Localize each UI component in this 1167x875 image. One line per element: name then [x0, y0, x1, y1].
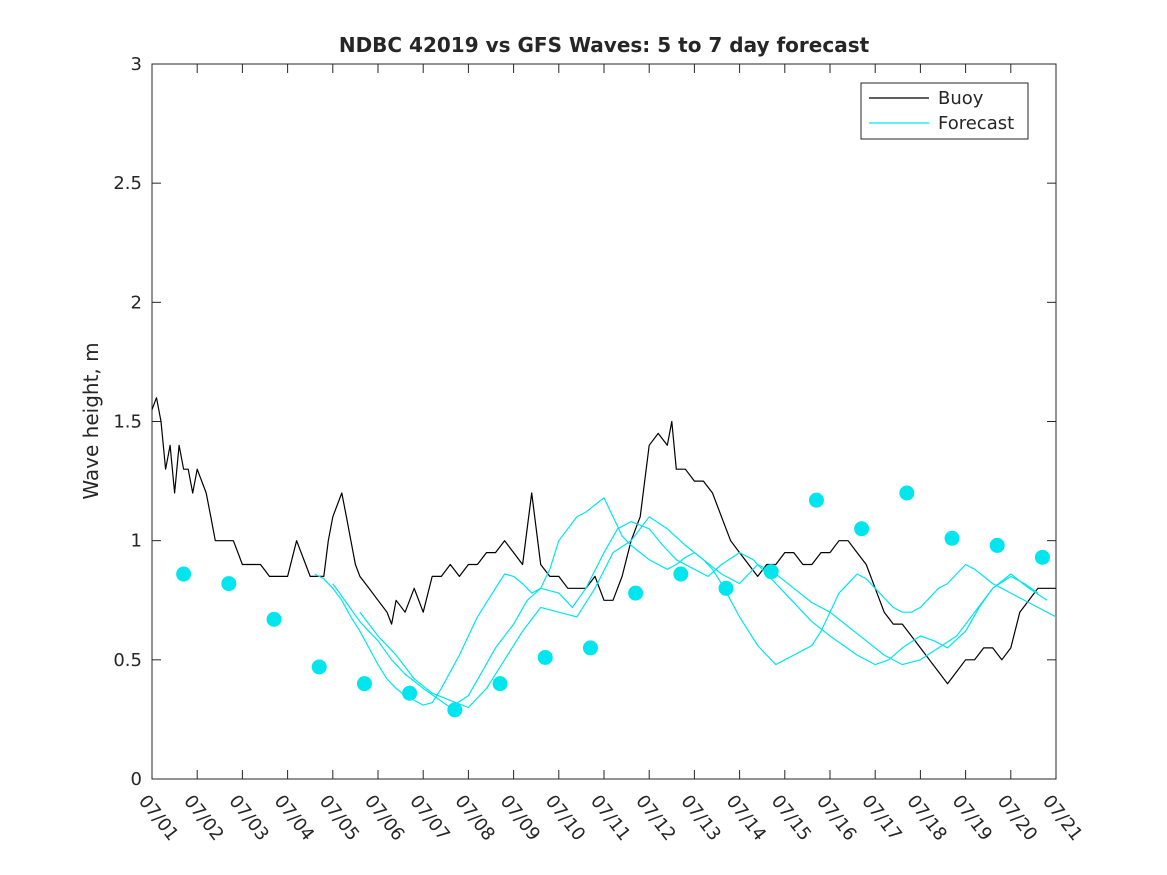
forecast-marker — [176, 566, 192, 582]
forecast-marker — [311, 659, 327, 675]
forecast-marker — [402, 685, 418, 701]
y-tick-label: 3 — [131, 54, 142, 75]
forecast-marker — [989, 537, 1005, 553]
forecast-marker — [808, 492, 824, 508]
forecast-marker — [447, 702, 463, 718]
forecast-line — [314, 497, 1057, 706]
forecast-marker — [582, 640, 598, 656]
legend-label: Forecast — [938, 113, 1014, 134]
forecast-line — [332, 520, 1039, 709]
legend-label: Buoy — [938, 88, 984, 109]
forecast-marker — [673, 566, 689, 582]
forecast-marker — [1034, 549, 1050, 565]
y-tick-label: 1 — [131, 531, 142, 552]
y-tick-label: 2 — [131, 292, 142, 313]
forecast-marker — [221, 576, 237, 592]
y-tick-label: 2.5 — [113, 173, 142, 194]
forecast-line — [359, 516, 1048, 709]
forecast-marker — [718, 580, 734, 596]
buoy-line — [151, 397, 1056, 685]
y-tick-label: 0.5 — [113, 650, 142, 671]
forecast-marker — [356, 676, 372, 692]
y-axis-label: Wave height, m — [79, 342, 103, 499]
forecast-marker — [537, 649, 553, 665]
forecast-marker — [854, 521, 870, 537]
forecast-marker — [944, 530, 960, 546]
forecast-marker — [763, 564, 779, 580]
forecast-marker — [899, 485, 915, 501]
chart-title: NDBC 42019 vs GFS Waves: 5 to 7 day fore… — [339, 33, 870, 57]
y-tick-label: 0 — [131, 769, 142, 790]
forecast-marker — [628, 585, 644, 601]
forecast-marker — [492, 676, 508, 692]
forecast-marker — [266, 611, 282, 627]
legend-box — [860, 82, 1029, 140]
y-tick-label: 1.5 — [113, 412, 142, 433]
legend: Buoy Forecast — [860, 82, 1029, 140]
